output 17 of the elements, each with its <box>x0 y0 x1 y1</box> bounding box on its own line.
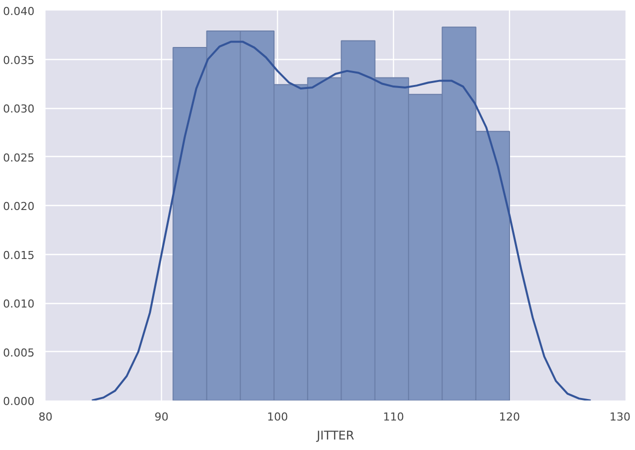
y-tick-label: 0.040 <box>3 5 35 18</box>
y-tick-label: 0.000 <box>3 395 35 408</box>
y-tick-label: 0.010 <box>3 298 35 310</box>
y-tick-label: 0.035 <box>3 54 35 67</box>
x-tick-label: 100 <box>267 410 288 424</box>
y-tick-label: 0.020 <box>3 200 35 213</box>
x-tick-label: 130 <box>610 410 631 424</box>
y-tick-label: 0.030 <box>3 102 35 116</box>
x-tick-label: 120 <box>499 410 520 424</box>
y-tick-label: 0.015 <box>3 248 35 262</box>
x-tick-label: 90 <box>154 410 168 424</box>
line-series <box>90 40 592 400</box>
x-tick-label: 110 <box>383 410 404 424</box>
y-tick-label: 0.025 <box>3 151 35 164</box>
x-axis-title: JITTER <box>316 428 354 442</box>
x-tick-label: 80 <box>38 410 52 424</box>
y-tick-label: 0.005 <box>3 346 35 360</box>
